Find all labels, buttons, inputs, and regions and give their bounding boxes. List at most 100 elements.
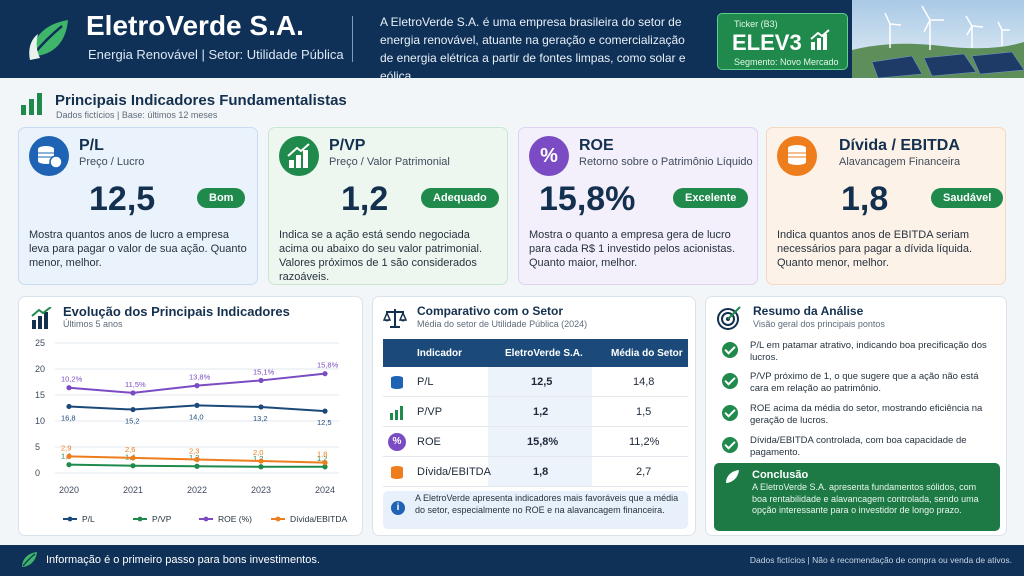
row-company-value: 1,8 [533, 466, 549, 478]
growth-chart-icon [279, 136, 319, 176]
data-point [130, 390, 136, 396]
info-icon: i [391, 501, 405, 515]
company-description: A EletroVerde S.A. é uma empresa brasile… [380, 15, 686, 83]
column-header: Média do Setor [611, 348, 683, 359]
card-subtitle: Retorno sobre o Patrimônio Líquido [579, 156, 753, 168]
indicator-card-roe: % ROE Retorno sobre o Patrimônio Líquido… [518, 127, 758, 285]
comparison-title: Comparativo com o Setor [417, 304, 564, 318]
header-divider [352, 16, 353, 62]
data-label: 15,8% [317, 361, 339, 370]
data-label: 15,2 [125, 417, 140, 426]
table-row: Dívida/EBITDA 1,8 2,7 [383, 457, 688, 487]
y-tick-label: 20 [35, 364, 45, 374]
data-label: 13,2 [253, 414, 268, 423]
data-point [194, 456, 200, 463]
growth-chart-icon [390, 406, 403, 420]
data-label: 12,5 [317, 418, 332, 427]
data-label: 2,9 [61, 443, 71, 452]
data-point [194, 402, 200, 408]
x-tick-label: 2021 [123, 485, 143, 495]
coins-icon [29, 136, 69, 176]
card-title: P/VP [329, 137, 366, 154]
data-point [66, 453, 72, 459]
footer: Informação é o primeiro passo para bons … [0, 545, 1024, 576]
row-sector-value: 14,8 [633, 376, 655, 388]
data-point [66, 462, 72, 468]
row-indicator: ROE [417, 436, 441, 448]
summary-panel: Resumo da Análise Visão geral dos princi… [705, 296, 1007, 536]
row-company-value: 15,8% [527, 436, 559, 448]
note-text: A EletroVerde apresenta indicadores mais… [415, 493, 679, 515]
data-label: 2,3 [189, 446, 199, 455]
data-point [194, 463, 200, 469]
data-point [130, 406, 136, 413]
data-label: 1,8 [317, 450, 327, 459]
card-description: Mostra quantos anos de lucro a empresa l… [29, 229, 247, 269]
table-header: Indicador EletroVerde S.A. Média do Seto… [383, 339, 688, 367]
comparison-subtitle: Média do setor de Utilidade Pública (202… [417, 319, 588, 329]
coins-icon [391, 376, 403, 389]
x-tick-label: 2022 [187, 485, 207, 495]
bar-chart-icon [21, 93, 42, 115]
check-icon [722, 437, 738, 453]
percent-icon: % [388, 433, 406, 451]
summary-title: Resumo da Análise [753, 304, 864, 318]
card-description: Indica se a ação está sendo negociada ac… [279, 229, 483, 283]
data-label: 16,8 [61, 413, 76, 422]
conclusion-text: A EletroVerde S.A. apresenta fundamentos… [752, 482, 979, 515]
card-title: P/L [79, 137, 104, 154]
card-description: Mostra o quanto a empresa gera de lucro … [529, 229, 736, 269]
column-header: EletroVerde S.A. [505, 348, 583, 359]
data-point [66, 403, 72, 410]
y-tick-label: 0 [35, 468, 40, 478]
evolution-subtitle: Últimos 5 anos [63, 319, 123, 329]
summary-subtitle: Visão geral dos principais pontos [753, 319, 885, 329]
card-description: Indica quantos anos de EBITDA seriam nec… [777, 229, 973, 269]
status-badge: Excelente [673, 188, 749, 208]
data-label: 1,6 [61, 452, 71, 461]
row-indicator: P/VP [417, 406, 443, 418]
data-point [258, 458, 264, 464]
data-label: 1,2 [253, 454, 263, 463]
indicator-card-pvp: P/VP Preço / Valor Patrimonial 1,2 Adequ… [268, 127, 508, 285]
data-label: 13,8% [189, 373, 211, 382]
comparison-panel: Comparativo com o Setor Média do setor d… [372, 296, 696, 536]
status-badge: Bom [197, 188, 246, 208]
y-tick-label: 5 [35, 442, 40, 452]
balance-scale-icon [383, 309, 407, 328]
indicators-line-chart: 0 5 10 15 20 25 2020 2021 2022 2023 2024 16,8 15,2 14… [35, 338, 347, 524]
data-point [194, 383, 200, 389]
table-row: P/VP 1,2 1,5 [383, 397, 688, 427]
growth-chart-icon [810, 29, 830, 50]
summary-point: P/VP próximo de 1, o que sugere que a aç… [750, 371, 979, 394]
row-sector-value: 1,5 [636, 406, 652, 418]
legend-marker [137, 516, 143, 522]
data-point [322, 464, 328, 470]
ticker-label: Ticker (B3) [734, 19, 778, 29]
data-label: 15,1% [253, 367, 275, 376]
x-tick-label: 2020 [59, 485, 79, 495]
header: EletroVerde S.A. Energia Renovável | Set… [0, 0, 1024, 83]
brand-subtitle: Energia Renovável | Setor: Utilidade Púb… [88, 47, 344, 62]
indicator-card-debt-ebitda: Dívida / EBITDA Alavancagem Financeira 1… [766, 127, 1006, 285]
legend-marker [275, 516, 281, 522]
conclusion-title: Conclusão [752, 469, 809, 481]
coins-icon [391, 466, 403, 479]
row-indicator: Dívida/EBITDA [417, 466, 491, 478]
table-row: % ROE 15,8% 11,2% [383, 427, 688, 457]
ticker-box: Ticker (B3) ELEV3 Segmento: Novo Mercado [717, 13, 848, 70]
card-value: 12,5 [89, 180, 156, 218]
evolution-title: Evolução dos Principais Indicadores [63, 304, 290, 319]
data-point [322, 408, 328, 414]
line-chart-icon [31, 307, 52, 329]
data-label: 2,0 [253, 448, 263, 457]
legend-marker [203, 516, 209, 522]
legend-marker [67, 516, 73, 522]
data-point [130, 455, 136, 461]
card-subtitle: Preço / Lucro [79, 156, 145, 168]
status-badge: Saudável [931, 188, 1004, 208]
highlight-column [488, 367, 592, 487]
data-label: 11,5% [125, 380, 146, 389]
check-icon [722, 342, 738, 358]
table-row: P/L 12,5 14,8 [383, 367, 688, 397]
